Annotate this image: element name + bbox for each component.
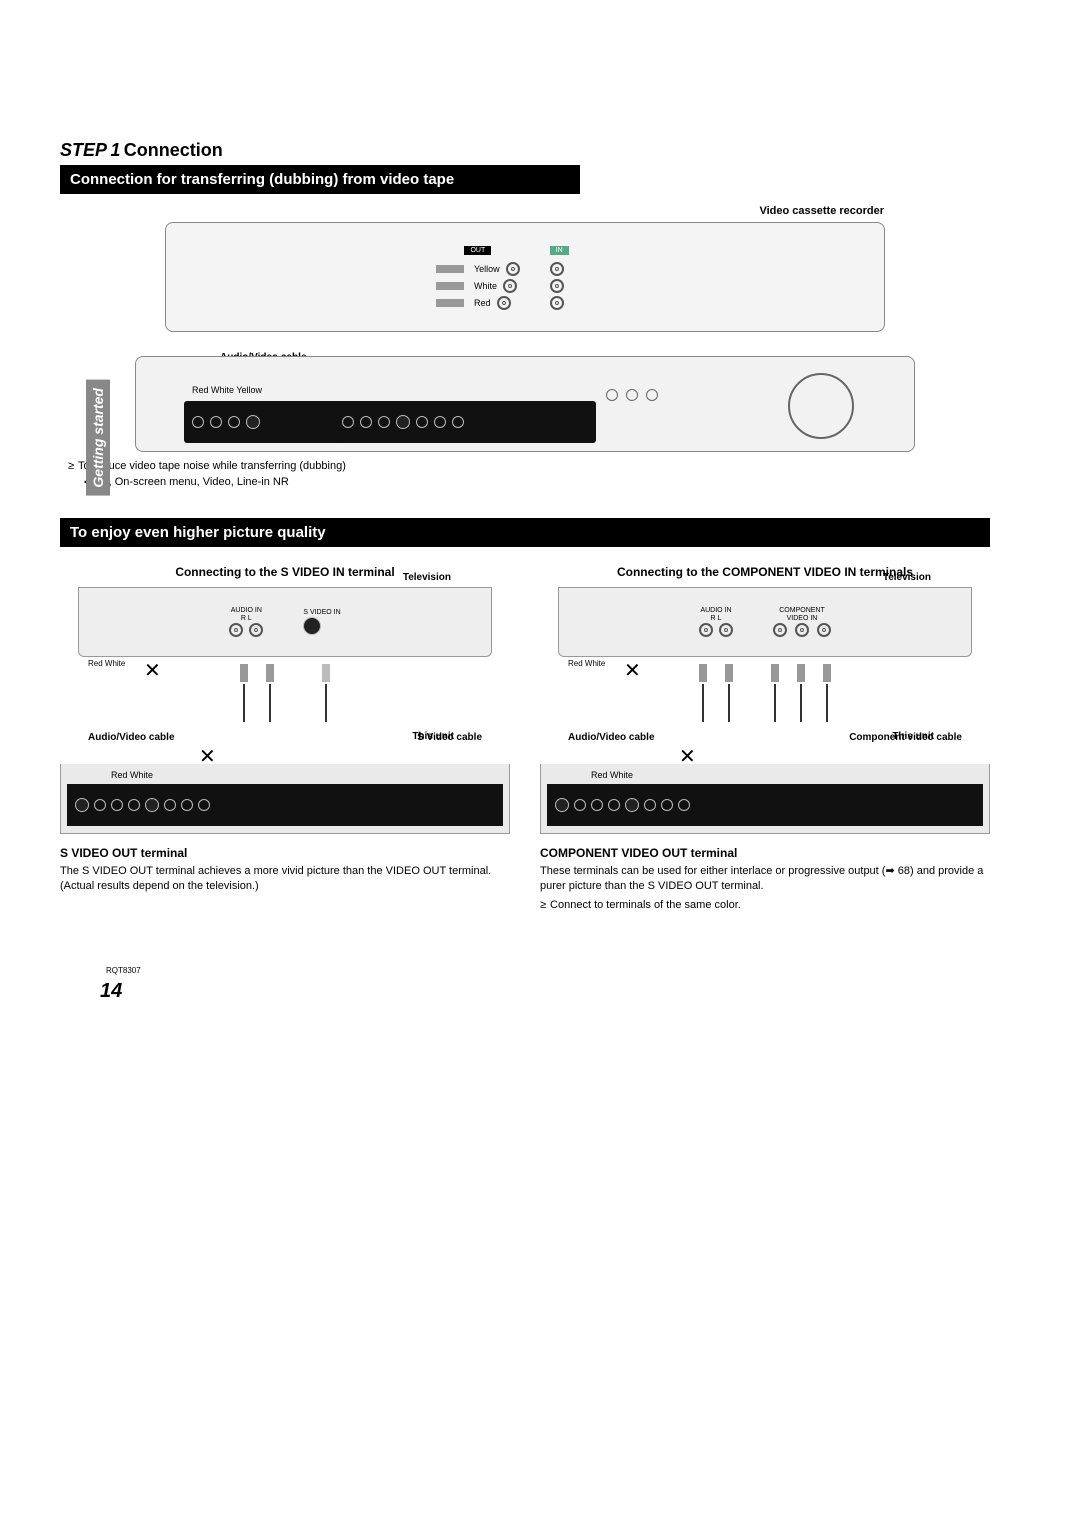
- cross-icon: ✕: [144, 658, 161, 683]
- fan-icon: [788, 373, 854, 439]
- red-label: Red: [474, 298, 491, 308]
- component-tv: Television AUDIO IN R L COMPONENT VIDEO …: [558, 587, 972, 657]
- svideo-term-body: The S VIDEO OUT terminal achieves a more…: [60, 864, 510, 894]
- vcr-label: Video cassette recorder: [759, 205, 884, 217]
- section2-bar: To enjoy even higher picture quality: [60, 518, 990, 547]
- vcr-ports: OUT Yellow White Red IN: [436, 241, 569, 313]
- rl-label-2: R L: [699, 615, 733, 623]
- cross-icon: ✕: [679, 744, 696, 769]
- note-2: 37, On-screen menu, Video, Line-in NR: [84, 476, 990, 488]
- this-unit-2: This unit: [32, 731, 454, 742]
- in-header: IN: [550, 246, 569, 255]
- step-prefix: STEP: [60, 140, 107, 160]
- redwhite-4: Red White: [591, 770, 633, 780]
- jack-icon: [497, 296, 511, 310]
- jack-icon: [550, 296, 564, 310]
- note-1: To reduce video tape noise while transfe…: [68, 460, 990, 472]
- unit-backpanel-mid: [336, 401, 596, 443]
- jack-icon: [550, 262, 564, 276]
- yellow-label: Yellow: [474, 264, 500, 274]
- step-header: STEP 1 Connection: [60, 140, 990, 161]
- jack-icon: [506, 262, 520, 276]
- unit-backstrip-2: [547, 784, 983, 826]
- cross-icon: ✕: [624, 658, 641, 683]
- redwhite-2: Red White: [111, 770, 153, 780]
- unit-device: Red White Yellow: [135, 356, 915, 452]
- plug-icon: [436, 265, 464, 273]
- component-term-body: These terminals can be used for either i…: [540, 864, 990, 894]
- audio-in-label: AUDIO IN: [229, 607, 263, 615]
- jack-icon: [503, 279, 517, 293]
- plug-icon: [436, 299, 464, 307]
- doc-code: RQT8307: [106, 966, 141, 975]
- unit-backstrip: [67, 784, 503, 826]
- step-title: Connection: [124, 140, 223, 160]
- step-number: 1: [110, 140, 120, 160]
- audio-in-label-2: AUDIO IN: [699, 607, 733, 615]
- svideo-in-label: S VIDEO IN: [303, 609, 340, 617]
- this-unit-3: This unit: [512, 731, 934, 742]
- svideo-unit: Red White ✕: [60, 764, 510, 834]
- component-bullet: Connect to terminals of the same color.: [540, 898, 990, 913]
- svideo-term-head: S VIDEO OUT terminal: [60, 846, 510, 860]
- tv-label: Television: [403, 572, 451, 583]
- svideo-column: Connecting to the S VIDEO IN terminal Te…: [60, 565, 510, 913]
- vcr-device: Video cassette recorder OUT Yellow White…: [165, 222, 885, 332]
- svideo-tv: Television AUDIO IN R L S VIDEO IN: [78, 587, 492, 657]
- out-header: OUT: [464, 246, 491, 255]
- rwy-label: Red White Yellow: [192, 385, 262, 395]
- white-label: White: [474, 281, 497, 291]
- rl-label: R L: [229, 615, 263, 623]
- component-column: Connecting to the COMPONENT VIDEO IN ter…: [540, 565, 990, 913]
- component-unit: Red White ✕: [540, 764, 990, 834]
- cross-icon: ✕: [199, 744, 216, 769]
- comp-in-label: COMPONENT VIDEO IN: [773, 607, 831, 622]
- section1-bar: Connection for transferring (dubbing) fr…: [60, 165, 580, 194]
- plug-icon: [436, 282, 464, 290]
- tv-label-2: Television: [883, 572, 931, 583]
- two-columns: Connecting to the S VIDEO IN terminal Te…: [60, 565, 990, 913]
- jack-icon: [550, 279, 564, 293]
- vcr-diagram: Video cassette recorder OUT Yellow White…: [60, 222, 990, 452]
- component-term-head: COMPONENT VIDEO OUT terminal: [540, 846, 990, 860]
- page-number: 14: [100, 980, 122, 1003]
